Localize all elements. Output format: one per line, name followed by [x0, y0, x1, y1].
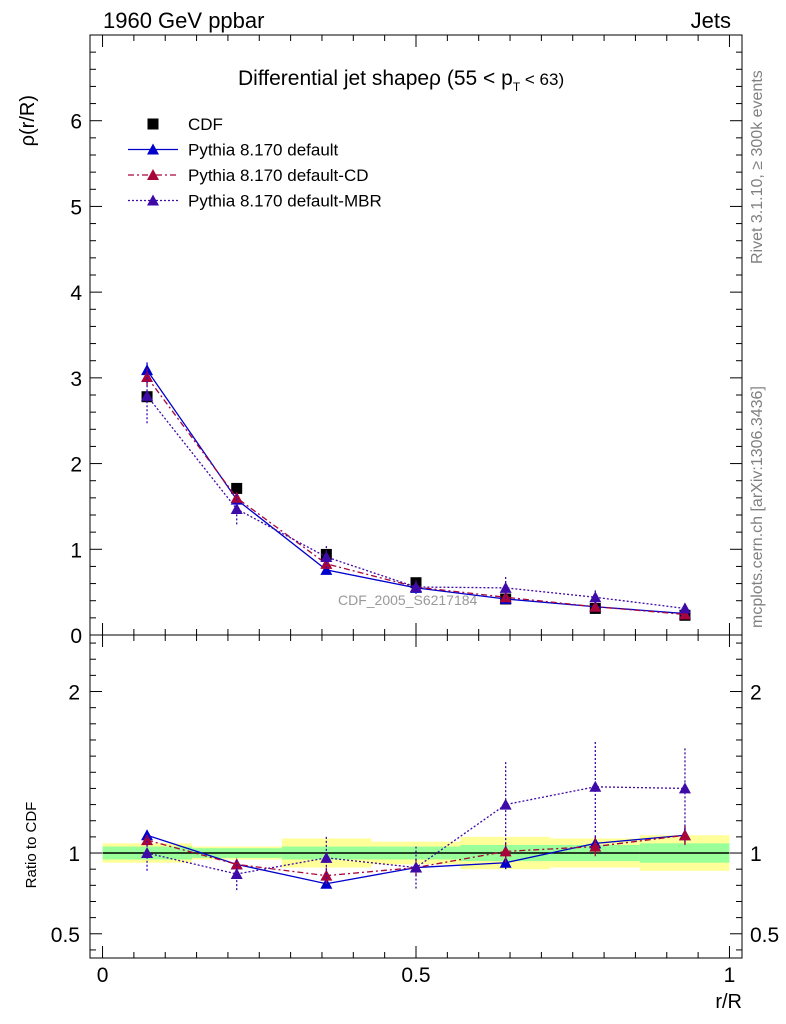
- main-data-point: [499, 591, 512, 603]
- main-data-point: [141, 389, 154, 401]
- ratio-data-point: [589, 780, 602, 792]
- main-series-3: [141, 368, 691, 614]
- main-data-point: [320, 551, 333, 562]
- legend-entry: Pythia 8.170 default-MBR: [128, 192, 382, 211]
- legend: CDF Pythia 8.170 default Pythia 8.170 defa…: [128, 115, 382, 211]
- main-y-tick-label: 5: [70, 196, 82, 219]
- ratio-data-point: [499, 845, 512, 857]
- legend-label: CDF: [188, 115, 223, 134]
- ratio-y-tick-label: 1: [68, 843, 80, 866]
- legend-label: Pythia 8.170 default-CD: [188, 166, 369, 185]
- main-data-point: [589, 600, 602, 612]
- ratio-data-point: [678, 782, 691, 794]
- header-energy: 1960 GeV ppbar: [103, 8, 264, 33]
- title-subscript: T: [513, 80, 521, 94]
- main-y-tick-label: 0: [70, 625, 82, 648]
- legend-entry: Pythia 8.170 default: [128, 141, 339, 160]
- ratio-data-point: [141, 847, 154, 859]
- main-y-tick-label: 6: [70, 111, 82, 134]
- legend-marker: [147, 118, 159, 130]
- ratio-y-axis-label: Ratio to CDF: [23, 802, 40, 889]
- main-data-point: [678, 608, 691, 620]
- ratio-series-2: [141, 741, 691, 891]
- header-category: Jets: [691, 8, 731, 33]
- main-data-point: [678, 602, 691, 614]
- legend-marker: [147, 169, 159, 180]
- legend-marker: [147, 194, 159, 206]
- ratio-y-tick-label-right: 1: [750, 843, 762, 866]
- analysis-watermark: CDF_2005_S6217184: [338, 592, 478, 608]
- legend-entry: Pythia 8.170 default-CD: [128, 166, 369, 185]
- main-y-tick-label: 2: [70, 454, 82, 477]
- main-data-point: [230, 503, 243, 514]
- main-data-point: [410, 581, 422, 592]
- main-data-point: [230, 491, 243, 503]
- main-plot-title: Differential jet shapeρ (55 < pT < 63): [238, 67, 564, 94]
- ratio-data-point: [230, 858, 243, 870]
- x-axis-label: r/R: [715, 991, 742, 1013]
- main-y-axis-label: ρ(r/R): [17, 95, 39, 146]
- legend-marker: [147, 143, 159, 155]
- main-panel: 0 1 2 3 4 5 6: [70, 34, 743, 648]
- ratio-y-tick-label: 2: [68, 682, 80, 705]
- main-y-tick-label: 3: [70, 368, 82, 391]
- ratio-data-point: [410, 861, 422, 873]
- mcplots-credit-label: mcplots.cern.ch [arXiv:1306.3436]: [749, 386, 766, 628]
- ratio-data-point: [589, 840, 602, 852]
- ratio-series-1: [141, 825, 691, 884]
- ratio-y-tick-label-right: 0.5: [750, 924, 779, 947]
- ratio-data-point: [320, 869, 333, 881]
- main-series-line: [146, 369, 685, 615]
- title-main: Differential jet shapeρ (55 < p: [238, 67, 513, 90]
- title-tail: < 63): [520, 70, 564, 89]
- ratio-data-point: [678, 829, 691, 841]
- x-tick-label: 1: [724, 964, 736, 987]
- legend-label: Pythia 8.170 default: [188, 141, 339, 160]
- ratio-y-tick-label-right: 2: [750, 682, 762, 705]
- ratio-y-tick-label: 0.5: [51, 924, 80, 947]
- ratio-frame: [89, 634, 743, 959]
- ratio-data-point: [320, 851, 333, 863]
- main-data-point: [589, 591, 602, 603]
- main-data-point: [499, 581, 512, 593]
- rivet-version-label: Rivet 3.1.10, ≥ 300k events: [749, 70, 766, 264]
- main-series-line: [146, 395, 686, 610]
- main-data-point: [320, 563, 333, 575]
- main-data-point: [231, 482, 243, 494]
- x-tick-label: 0: [97, 964, 109, 987]
- main-y-tick-label: 1: [70, 539, 82, 562]
- main-y-tick-label: 4: [70, 282, 82, 305]
- main-data-point: [141, 371, 154, 382]
- ratio-data-point: [499, 798, 512, 810]
- ratio-data-point: [141, 834, 154, 846]
- legend-entry: CDF: [147, 115, 223, 134]
- ratio-data-point: [230, 868, 243, 880]
- ratio-panel: 0.5 0.5 1 1 2 2 0 0.5 1: [51, 634, 779, 987]
- x-tick-label: 0.5: [401, 964, 430, 987]
- legend-label: Pythia 8.170 default-MBR: [188, 192, 382, 211]
